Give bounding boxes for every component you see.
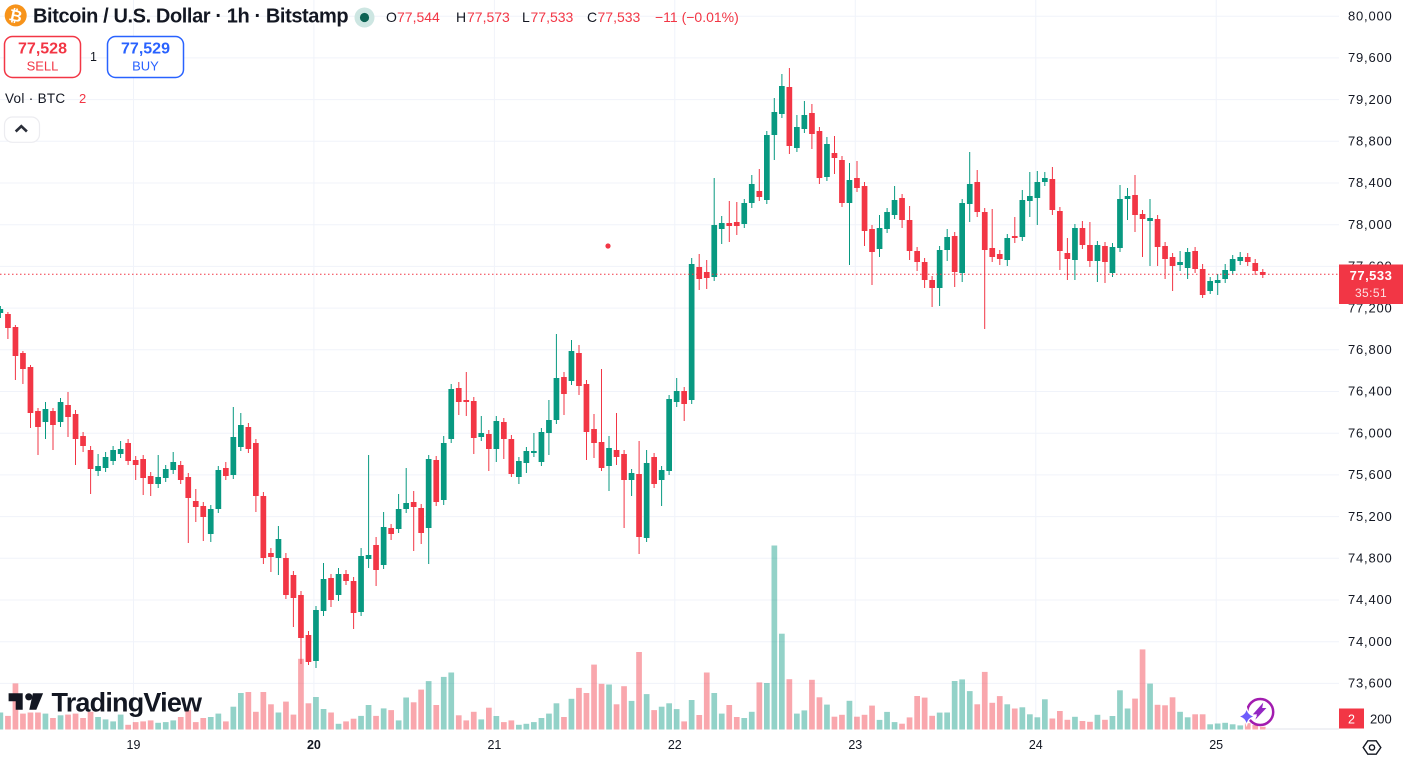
svg-text:BUY: BUY — [132, 59, 159, 74]
svg-text:77,533: 77,533 — [531, 9, 574, 25]
svg-text:−11 (−0.01%): −11 (−0.01%) — [655, 9, 739, 25]
svg-text:SELL: SELL — [27, 59, 59, 74]
svg-text:79,600: 79,600 — [1348, 50, 1393, 65]
svg-text:2: 2 — [79, 91, 86, 106]
svg-text:1: 1 — [90, 50, 97, 64]
svg-text:H: H — [456, 9, 466, 25]
svg-text:₿: ₿ — [7, 6, 24, 26]
svg-text:Vol · BTC: Vol · BTC — [5, 91, 65, 106]
svg-text:77,533: 77,533 — [1350, 268, 1393, 283]
svg-text:76,800: 76,800 — [1348, 342, 1393, 357]
svg-text:79,200: 79,200 — [1348, 92, 1393, 107]
svg-text:77,529: 77,529 — [121, 41, 170, 58]
svg-text:75,600: 75,600 — [1348, 467, 1393, 482]
svg-text:80,000: 80,000 — [1348, 8, 1393, 23]
svg-text:200: 200 — [1370, 712, 1392, 727]
svg-text:77,200: 77,200 — [1348, 300, 1393, 315]
svg-text:20: 20 — [307, 738, 321, 752]
svg-text:78,000: 78,000 — [1348, 217, 1393, 232]
svg-text:TradingView: TradingView — [52, 688, 204, 718]
svg-text:78,400: 78,400 — [1348, 175, 1393, 190]
svg-text:Bitcoin / U.S. Dollar · 1h · B: Bitcoin / U.S. Dollar · 1h · Bitstamp — [33, 6, 348, 28]
svg-text:73,600: 73,600 — [1348, 676, 1393, 691]
svg-text:25: 25 — [1209, 738, 1223, 752]
svg-text:L: L — [522, 9, 530, 25]
svg-text:21: 21 — [487, 738, 501, 752]
svg-text:22: 22 — [668, 738, 682, 752]
svg-text:77,544: 77,544 — [397, 9, 440, 25]
svg-text:19: 19 — [127, 738, 141, 752]
svg-text:24: 24 — [1029, 738, 1043, 752]
svg-text:74,800: 74,800 — [1348, 551, 1393, 566]
svg-text:77,533: 77,533 — [598, 9, 641, 25]
svg-text:75,200: 75,200 — [1348, 509, 1393, 524]
svg-text:74,400: 74,400 — [1348, 592, 1393, 607]
svg-text:77,573: 77,573 — [467, 9, 510, 25]
svg-text:74,000: 74,000 — [1348, 634, 1393, 649]
svg-text:77,528: 77,528 — [18, 41, 67, 58]
svg-text:O: O — [386, 9, 397, 25]
svg-text:76,400: 76,400 — [1348, 384, 1393, 399]
svg-text:35:51: 35:51 — [1355, 286, 1387, 300]
svg-text:76,000: 76,000 — [1348, 425, 1393, 440]
svg-text:2: 2 — [1348, 713, 1355, 727]
svg-text:23: 23 — [848, 738, 862, 752]
svg-text:C: C — [587, 9, 597, 25]
svg-text:78,800: 78,800 — [1348, 134, 1393, 149]
